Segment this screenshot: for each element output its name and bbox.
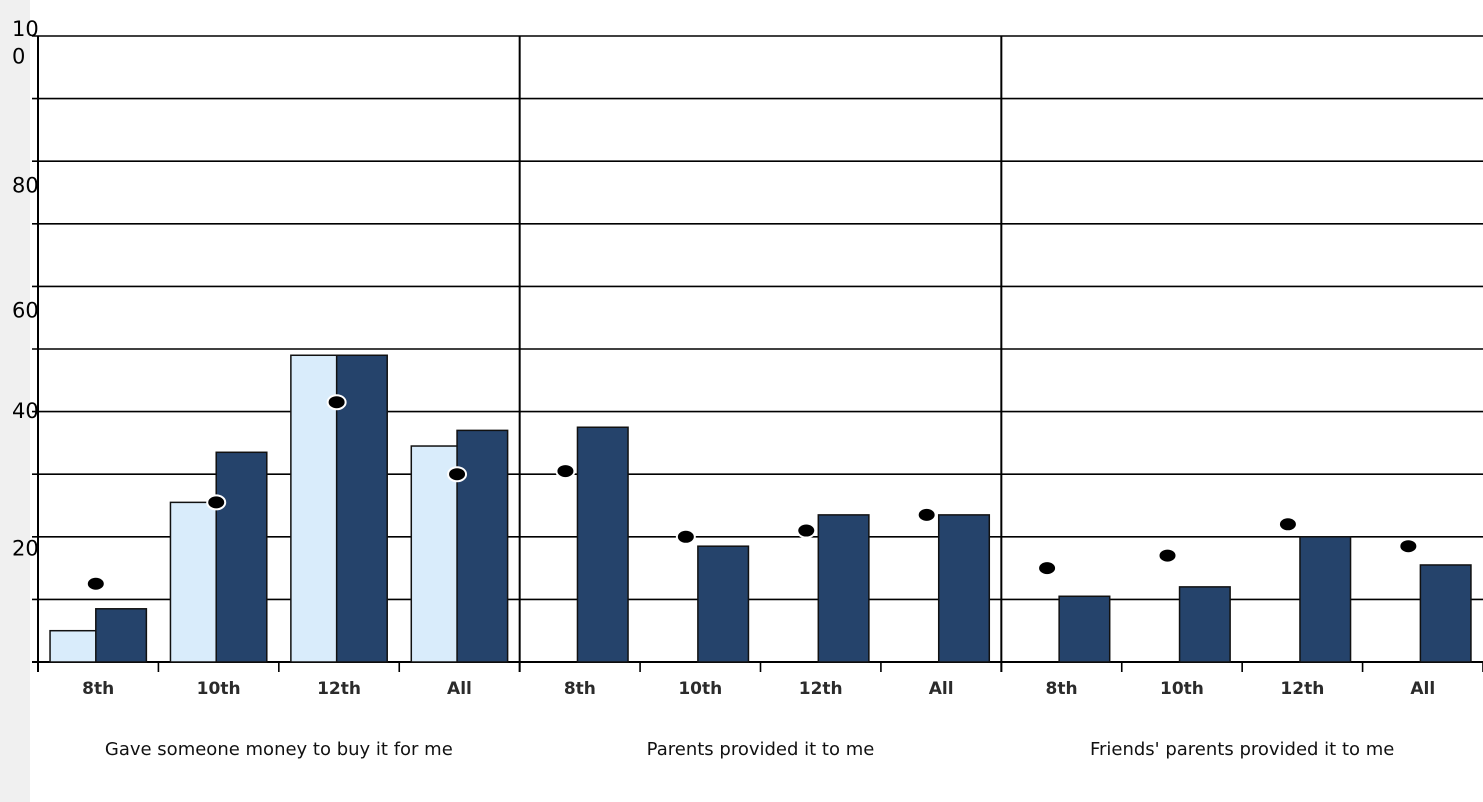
x-tick-label: 8th bbox=[82, 679, 114, 699]
x-tick-label: 12th bbox=[799, 679, 843, 699]
bar-dark bbox=[1419, 564, 1472, 663]
x-tick-label: 10th bbox=[678, 679, 722, 699]
marker-point bbox=[1398, 538, 1419, 555]
x-tick-label: 8th bbox=[564, 679, 596, 699]
x-tick-label: 8th bbox=[1046, 679, 1078, 699]
x-tick-label: All bbox=[447, 679, 472, 699]
y-tick-label: 80 bbox=[12, 174, 39, 198]
bar-dark bbox=[456, 429, 509, 663]
bar-light bbox=[410, 445, 463, 663]
y-tick-label: 40 bbox=[12, 399, 39, 423]
x-tick-label: All bbox=[1410, 679, 1435, 699]
bar-dark bbox=[1058, 595, 1111, 663]
y-tick-label: 60 bbox=[12, 299, 39, 323]
bar-dark bbox=[215, 451, 268, 663]
marker-point bbox=[1037, 560, 1058, 577]
group-label: Parents provided it to me bbox=[647, 739, 875, 760]
marker-point bbox=[206, 494, 227, 511]
bar-dark bbox=[697, 545, 750, 663]
marker-point bbox=[916, 506, 937, 523]
bar-dark bbox=[1178, 586, 1231, 663]
y-tick-label: 20 bbox=[12, 537, 39, 561]
bar-dark bbox=[937, 514, 991, 663]
bar-dark bbox=[1299, 536, 1352, 663]
bar-dark bbox=[95, 608, 148, 663]
marker-point bbox=[326, 394, 347, 411]
y-tick-label: 10 0 bbox=[12, 17, 39, 68]
group-label: Gave someone money to buy it for me bbox=[105, 739, 453, 760]
bar-dark bbox=[576, 426, 629, 663]
group-label: Friends' parents provided it to me bbox=[1090, 739, 1394, 760]
marker-point bbox=[796, 522, 817, 539]
marker-point bbox=[1277, 516, 1298, 533]
marker-point bbox=[555, 463, 576, 480]
x-tick-label: All bbox=[929, 679, 954, 699]
bar-dark bbox=[817, 514, 870, 663]
marker-point bbox=[1157, 547, 1178, 564]
x-tick-label: 12th bbox=[1280, 679, 1324, 699]
marker-point bbox=[675, 528, 696, 545]
x-tick-label: 10th bbox=[1160, 679, 1204, 699]
bar-light bbox=[169, 501, 222, 663]
x-tick-label: 12th bbox=[317, 679, 361, 699]
plot-panel bbox=[30, 0, 1483, 802]
marker-point bbox=[447, 466, 468, 483]
x-tick-label: 10th bbox=[197, 679, 241, 699]
marker-point bbox=[85, 575, 106, 592]
bar-light bbox=[49, 629, 102, 663]
